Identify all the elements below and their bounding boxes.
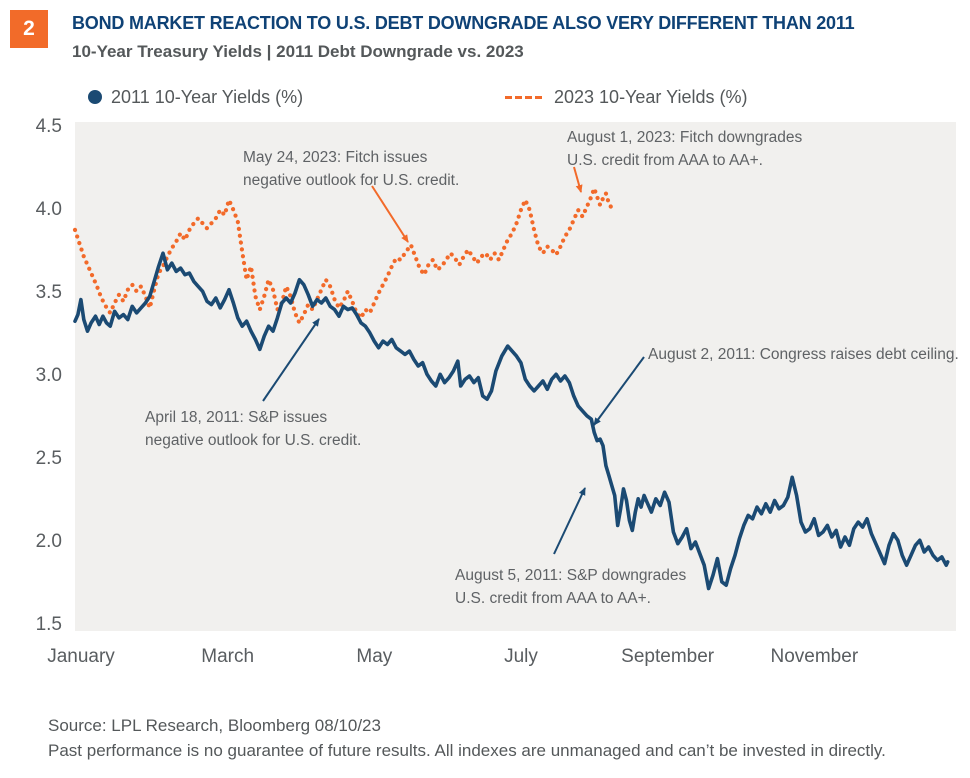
x-tick-label-september: September: [621, 646, 715, 667]
legend-item-2011: 2011 10-Year Yields (%): [88, 87, 303, 107]
annotation-text-august-1-2023: August 1, 2023: Fitch downgrades U.S. cre…: [567, 126, 802, 173]
y-tick-label-3.0: 3.0: [35, 365, 62, 386]
annotation-text-august-5-2011: August 5, 2011: S&P downgrades U.S. credi…: [455, 564, 686, 611]
chart-title: BOND MARKET REACTION TO U.S. DEBT DOWNGR…: [72, 13, 855, 33]
annotation-text-may-24-2023: May 24, 2023: Fitch issues negative outlo…: [243, 146, 459, 193]
annotation-text-april-18-2011: April 18, 2011: S&P issues negative outlo…: [145, 406, 361, 453]
y-tick-label-4.0: 4.0: [35, 199, 62, 220]
annotation-line: negative outlook for U.S. credit.: [145, 432, 362, 450]
series-line-2011: [73, 251, 950, 591]
chart-plot-area: [72, 122, 956, 631]
annotation-line: April 18, 2011: S&P issues: [145, 409, 328, 426]
y-tick-label-1.5: 1.5: [35, 614, 62, 635]
y-tick-label-2.5: 2.5: [35, 448, 62, 469]
figure-number-badge: 2: [10, 10, 48, 48]
annotation-arrow-april-18-2011: [262, 318, 320, 402]
x-tick-label-march: March: [201, 646, 255, 667]
annotation-line: August 2, 2011: Congress raises debt cei…: [648, 346, 959, 363]
y-tick-label-3.5: 3.5: [35, 282, 62, 303]
annotation-arrow-august-5-2011: [553, 487, 586, 555]
annotation-line: negative outlook for U.S. credit.: [243, 172, 460, 190]
annotation-text-august-2-2011: August 2, 2011: Congress raises debt cei…: [648, 343, 959, 366]
x-tick-label-may: May: [356, 646, 393, 667]
chart-subtitle: 10-Year Treasury Yields | 2011 Debt Down…: [72, 42, 524, 61]
annotation-arrow-may-24-2023: [371, 185, 409, 243]
source-line: Source: LPL Research, Bloomberg 08/10/23: [48, 716, 381, 735]
annotation-line: August 5, 2011: S&P downgrades: [455, 567, 687, 584]
annotation-line: U.S. credit from AAA to AA+.: [455, 590, 651, 608]
legend-2011-dot-icon: [88, 90, 102, 104]
x-tick-label-january: January: [47, 646, 115, 667]
x-tick-label-november: November: [770, 646, 859, 667]
annotation-line: May 24, 2023: Fitch issues: [243, 149, 428, 166]
legend-item-2023: 2023 10-Year Yields (%): [505, 87, 747, 107]
annotation-arrow-august-1-2023: [573, 166, 583, 193]
source-block: Source: LPL Research, Bloomberg 08/10/23…: [48, 714, 886, 764]
legend-2023-dash-icon: [505, 95, 545, 99]
annotation-line: U.S. credit from AAA to AA+.: [567, 152, 763, 170]
annotation-line: August 1, 2023: Fitch downgrades: [567, 129, 803, 146]
y-tick-label-2.0: 2.0: [35, 531, 62, 552]
y-tick-label-4.5: 4.5: [35, 116, 62, 137]
x-tick-label-july: July: [504, 646, 538, 667]
disclaimer-line: Past performance is no guarantee of futu…: [48, 740, 886, 760]
annotation-arrow-august-2-2011: [593, 356, 645, 426]
legend-2011-label: 2011 10-Year Yields (%): [111, 86, 304, 107]
plot-background: [75, 122, 956, 631]
legend-2023-label: 2023 10-Year Yields (%): [554, 86, 748, 107]
